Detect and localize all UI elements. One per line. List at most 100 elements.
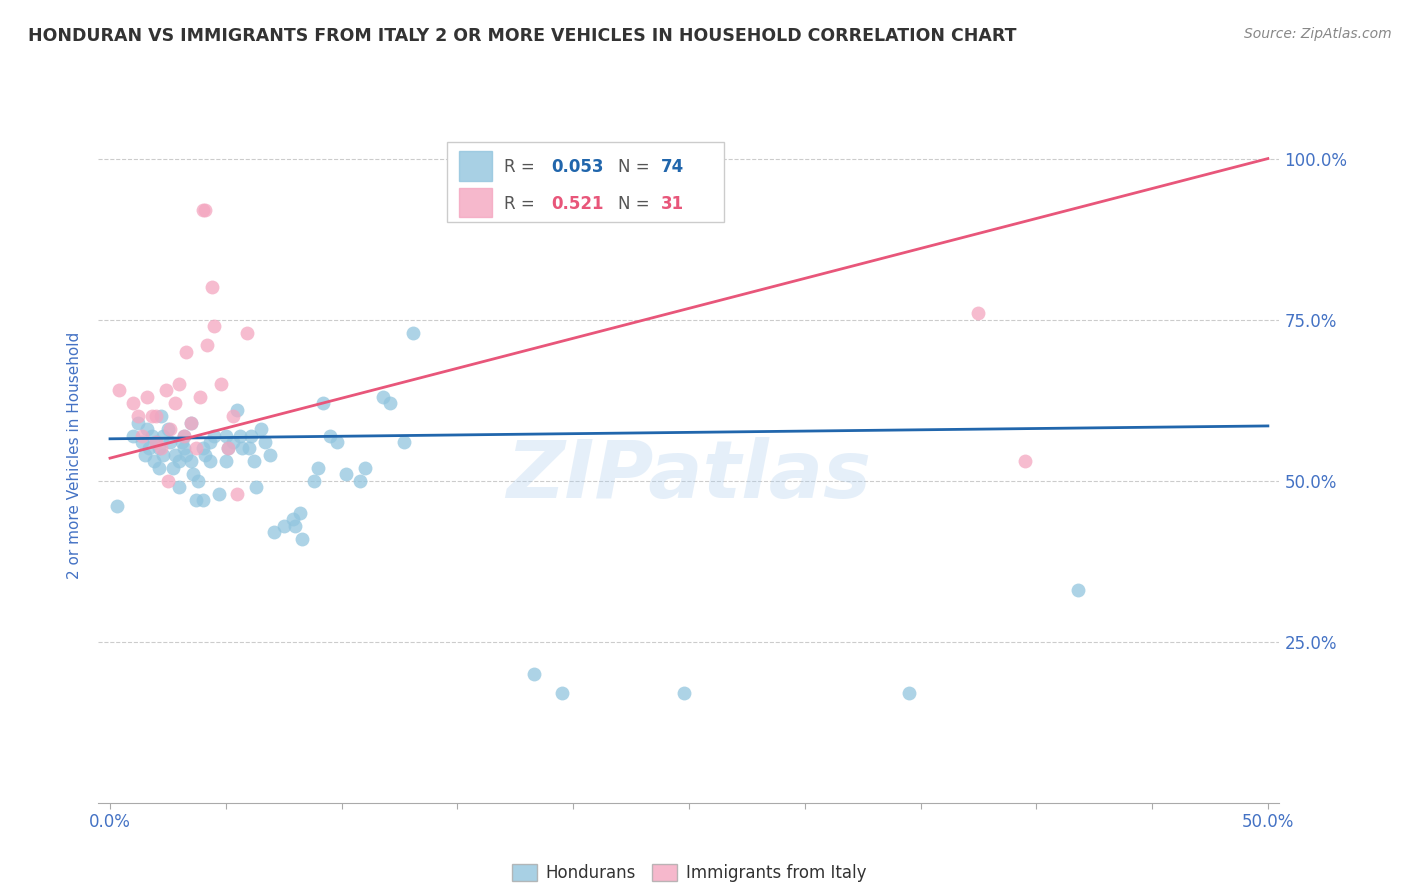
Point: [163, 396, 186, 410]
Point: [673, 686, 696, 700]
FancyBboxPatch shape: [458, 188, 492, 218]
Point: [180, 454, 202, 468]
Point: [291, 532, 314, 546]
Point: [134, 448, 156, 462]
Point: [198, 435, 221, 450]
Point: [195, 338, 218, 352]
Point: [1067, 583, 1090, 598]
Text: ZIPatlas: ZIPatlas: [506, 437, 872, 515]
Point: [215, 454, 238, 468]
Point: [226, 402, 249, 417]
Point: [188, 390, 211, 404]
Point: [169, 454, 191, 468]
Point: [163, 448, 186, 462]
Point: [402, 326, 425, 340]
Point: [169, 480, 191, 494]
Point: [127, 409, 149, 424]
Point: [155, 384, 177, 398]
Point: [208, 486, 231, 500]
Point: [326, 435, 349, 450]
Point: [108, 384, 131, 398]
Point: [202, 319, 225, 334]
Point: [245, 480, 267, 494]
Point: [198, 454, 221, 468]
Point: [191, 442, 214, 456]
Y-axis label: 2 or more Vehicles in Household: 2 or more Vehicles in Household: [67, 331, 83, 579]
Point: [184, 442, 207, 456]
Point: [228, 428, 250, 442]
Point: [319, 428, 342, 442]
Point: [143, 454, 166, 468]
Point: [148, 460, 170, 475]
Point: [138, 442, 160, 456]
Point: [145, 409, 167, 424]
Point: [373, 390, 395, 404]
Point: [156, 422, 179, 436]
Point: [131, 428, 153, 442]
Point: [156, 474, 179, 488]
Point: [380, 396, 402, 410]
Point: [392, 435, 415, 450]
Point: [180, 416, 202, 430]
FancyBboxPatch shape: [458, 152, 492, 180]
Point: [131, 435, 153, 450]
Point: [226, 486, 249, 500]
Point: [173, 428, 195, 442]
Text: HONDURAN VS IMMIGRANTS FROM ITALY 2 OR MORE VEHICLES IN HOUSEHOLD CORRELATION CH: HONDURAN VS IMMIGRANTS FROM ITALY 2 OR M…: [28, 27, 1017, 45]
Point: [259, 448, 281, 462]
Point: [222, 435, 245, 450]
Point: [238, 442, 260, 456]
Point: [202, 428, 225, 442]
Point: [173, 442, 195, 456]
Point: [349, 474, 371, 488]
Point: [170, 435, 193, 450]
Point: [149, 409, 172, 424]
Point: [180, 416, 202, 430]
Point: [176, 344, 198, 359]
Point: [122, 428, 145, 442]
Point: [217, 442, 239, 456]
Point: [242, 454, 264, 468]
Point: [235, 326, 257, 340]
Point: [184, 493, 207, 508]
Point: [136, 390, 159, 404]
Text: 0.521: 0.521: [551, 195, 603, 213]
Point: [187, 474, 209, 488]
Point: [284, 518, 307, 533]
Point: [1014, 454, 1036, 468]
Legend: Hondurans, Immigrants from Italy: Hondurans, Immigrants from Italy: [505, 857, 873, 888]
Point: [176, 448, 198, 462]
Point: [173, 428, 195, 442]
Point: [194, 448, 217, 462]
Point: [353, 460, 375, 475]
Point: [240, 428, 263, 442]
Point: [152, 428, 174, 442]
Point: [183, 467, 205, 482]
Point: [231, 442, 253, 456]
Text: R =: R =: [503, 195, 544, 213]
Point: [141, 409, 163, 424]
FancyBboxPatch shape: [447, 142, 724, 222]
Point: [217, 442, 239, 456]
Point: [127, 416, 149, 430]
Text: R =: R =: [503, 159, 544, 177]
Text: N =: N =: [619, 159, 650, 177]
Point: [105, 500, 128, 514]
Point: [141, 428, 163, 442]
Text: Source: ZipAtlas.com: Source: ZipAtlas.com: [1244, 27, 1392, 41]
Point: [162, 460, 184, 475]
Point: [523, 667, 546, 681]
Point: [273, 518, 295, 533]
Point: [122, 396, 145, 410]
Point: [897, 686, 920, 700]
Point: [249, 422, 271, 436]
Point: [194, 203, 217, 218]
Point: [145, 435, 167, 450]
Point: [312, 396, 335, 410]
Point: [215, 428, 238, 442]
Point: [209, 377, 232, 392]
Point: [136, 422, 159, 436]
Point: [169, 377, 191, 392]
Point: [254, 435, 277, 450]
Point: [288, 506, 311, 520]
